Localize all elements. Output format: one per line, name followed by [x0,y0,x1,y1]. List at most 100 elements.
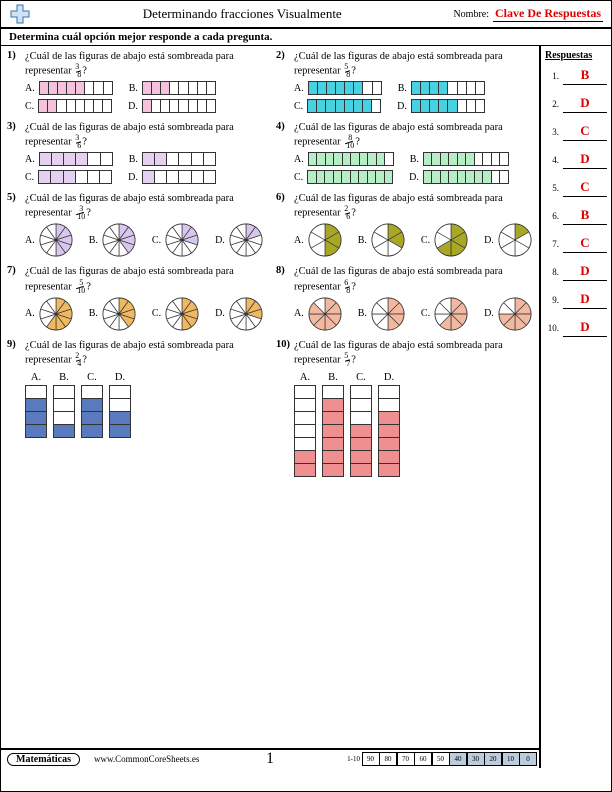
choice: A. [294,223,342,257]
question-text: ¿Cuál de las figuras de abajo está sombr… [25,339,264,368]
choice-label: C. [87,372,97,383]
choice-label: C. [152,235,161,246]
choice: A. [25,223,73,257]
worksheet-title: Determinando fracciones Visualmente [31,6,453,22]
choice: B. [358,297,405,331]
question-text: ¿Cuál de las figuras de abajo está sombr… [294,192,533,221]
fraction-pie [39,223,73,257]
choice: D. [128,99,216,113]
choices: A.B.C.D. [294,297,533,331]
choice-label: B. [358,235,367,246]
choice: D. [397,99,485,113]
choices: A.B.C.D. [294,372,533,477]
fraction: 26 [344,205,350,221]
answer-row: 2.D [545,95,607,113]
choice: C. [421,297,468,331]
choice: D. [128,170,216,184]
fraction-bar [308,152,394,166]
fraction: 310 [75,205,85,221]
fraction-vbar [81,385,103,438]
choice: C. [294,99,381,113]
fraction: 58 [344,63,350,79]
fraction: 38 [75,63,81,79]
answer-row: 3. C [545,123,607,141]
site-url: www.CommonCoreSheets.es [94,754,199,764]
question-text: ¿Cuál de las figuras de abajo está sombr… [25,50,264,79]
fraction-bar [423,170,509,184]
fraction-bar [411,81,485,95]
fraction-bar [423,152,509,166]
score-cell: 60 [414,752,432,766]
answer-key-label: Clave De Respuestas [493,6,603,22]
score-cell: 80 [379,752,397,766]
fraction-vbar [294,385,316,477]
fraction-pie [434,223,468,257]
choice: A. [25,152,113,166]
question-text: ¿Cuál de las figuras de abajo está sombr… [25,265,264,294]
choice: D. [484,297,532,331]
fraction-pie [229,223,263,257]
choice: C. [152,297,199,331]
answer-num: 8. [545,267,559,277]
question: 1) ¿Cuál de las figuras de abajo está so… [7,50,264,113]
score-strip: 1-10 9080706050403020100 [345,752,537,766]
answer-value: D [563,263,607,281]
subject-pill: Matemáticas [7,753,80,766]
answers-column: Respuestas 1.B2.D3.C4.D5.C6.B7.C8.D9.D10… [541,46,611,768]
question-text: ¿Cuál de las figuras de abajo está sombr… [294,121,533,150]
answer-value: B [563,207,607,225]
fraction: 510 [75,279,85,295]
answer-value: D [563,319,607,337]
footer-bar: Matemáticas www.CommonCoreSheets.es 1 1-… [1,748,539,768]
fraction-vbar [322,385,344,477]
question: 9) ¿Cuál de las figuras de abajo está so… [7,339,264,477]
choice-label: A. [25,308,35,319]
header-bar: Determinando fracciones Visualmente Nomb… [1,1,611,29]
fraction-pie [102,223,136,257]
choice-label: B. [59,372,69,383]
choice: D. [109,372,131,438]
answer-num: 1. [545,71,559,81]
choice-label: A. [294,235,304,246]
answer-num: 3. [545,127,559,137]
question: 5) ¿Cuál de las figuras de abajo está so… [7,192,264,257]
choice: C. [81,372,103,438]
question-number: 1) [7,50,25,79]
fraction: 68 [344,279,350,295]
answer-row: 8. D [545,263,607,281]
choice-label: B. [410,154,419,165]
choice-label: D. [484,235,494,246]
choice-label: B. [358,308,367,319]
choices: A. B. C. D. [294,152,533,184]
choice: B. [410,152,509,166]
fraction-bar [411,99,485,113]
score-cell: 20 [484,752,502,766]
fraction: 57 [344,352,350,368]
choices: A.B.C.D. [25,297,264,331]
fraction-bar [142,152,216,166]
choice: C. [350,372,372,477]
name-label: Nombre: [453,9,489,20]
choice: C. [421,223,468,257]
choice-label: A. [31,372,41,383]
answer-value: C [563,123,607,141]
choice: A. [25,297,73,331]
choice-label: B. [89,308,98,319]
answer-value: C [563,235,607,253]
question: 8) ¿Cuál de las figuras de abajo está so… [276,265,533,330]
choice-label: C. [152,308,161,319]
choice: A. [294,81,382,95]
fraction-vbar [109,385,131,438]
choice-label: C. [356,372,366,383]
score-cell: 40 [449,752,467,766]
choice-label: A. [294,154,304,165]
choice-label: D. [409,172,419,183]
body: 1) ¿Cuál de las figuras de abajo está so… [1,46,611,768]
fraction-vbar [53,385,75,438]
fraction-vbar [25,385,47,438]
choices: A.B.C.D. [294,81,533,113]
fraction-pie [434,297,468,331]
choice: C. [294,170,393,184]
choice: D. [409,170,509,184]
logo-plus-icon [9,3,31,25]
